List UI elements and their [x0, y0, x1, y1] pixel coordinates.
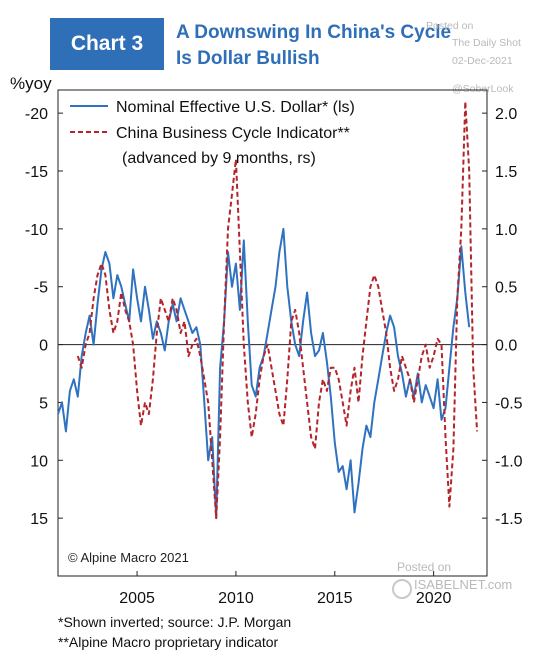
y-right-tick-label: 1.5	[495, 164, 517, 181]
legend-label-china: China Business Cycle Indicator**	[116, 125, 350, 142]
chart-title-line-1: A Downswing In China's Cycle	[176, 22, 452, 43]
copyright-note: © Alpine Macro 2021	[68, 550, 189, 565]
x-tick-label: 2005	[119, 590, 155, 607]
watermark-posted-on-2: Posted on	[397, 560, 451, 574]
x-tick-label: 2015	[317, 590, 353, 607]
y-right-tick-label: 2.0	[495, 106, 517, 123]
chart-title: A Downswing In China's Cycle Is Dollar B…	[176, 20, 451, 72]
chart-number-badge: Chart 3	[50, 18, 164, 70]
x-tick-label: 2010	[218, 590, 254, 607]
y-right-tick-label: 0.0	[495, 338, 517, 355]
chart-title-line-2: Is Dollar Bullish	[176, 48, 320, 69]
y-left-tick-label: 10	[30, 453, 48, 470]
legend-label-dollar: Nominal Effective U.S. Dollar* (ls)	[116, 99, 355, 116]
y-right-tick-label: -1.0	[495, 453, 523, 470]
series-line-china	[76, 100, 479, 520]
y-right-tick-label: -1.5	[495, 511, 523, 528]
x-tick-label: 2020	[416, 590, 452, 607]
y-left-tick-label: -20	[25, 106, 48, 123]
legend-label-china-note: (advanced by 9 months, rs)	[122, 150, 316, 167]
y-axis-unit-label: %yoy	[10, 74, 52, 93]
watermark-source: The Daily Shot	[452, 37, 521, 49]
footnote-1: *Shown inverted; source: J.P. Morgan	[58, 614, 292, 630]
plot-frame	[57, 89, 488, 577]
watermark-posted-on: Posted on	[426, 20, 474, 32]
watermark-date: 02-Dec-2021	[452, 55, 513, 67]
y-left-tick-label: -5	[34, 280, 48, 297]
series-layer	[57, 100, 479, 520]
footnote-2: **Alpine Macro proprietary indicator	[58, 634, 279, 650]
y-left-tick-label: 5	[39, 395, 48, 412]
y-left-tick-label: -15	[25, 164, 48, 181]
y-left-tick-label: 0	[39, 338, 48, 355]
y-right-tick-label: -0.5	[495, 395, 523, 412]
chart-axes: -20 -15 -10 -5 0 5 10 15 2.0 1.5 1.0 0.5 0.0 -0.5 -1.0…	[25, 89, 523, 607]
y-right-tick-label: 0.5	[495, 280, 517, 297]
y-right-tick-label: 1.0	[495, 222, 517, 239]
watermark-handle: @SoberLook	[452, 83, 514, 95]
y-left-tick-label: -10	[25, 222, 48, 239]
chart-legend: Nominal Effective U.S. Dollar* (ls) China…	[70, 99, 355, 167]
watermark-logo-icon	[392, 579, 412, 599]
watermark-site: ISABELNET.com	[414, 577, 512, 592]
y-left-tick-label: 15	[30, 511, 48, 528]
isabelnet-watermark: Posted on ISABELNET.com	[392, 560, 512, 599]
